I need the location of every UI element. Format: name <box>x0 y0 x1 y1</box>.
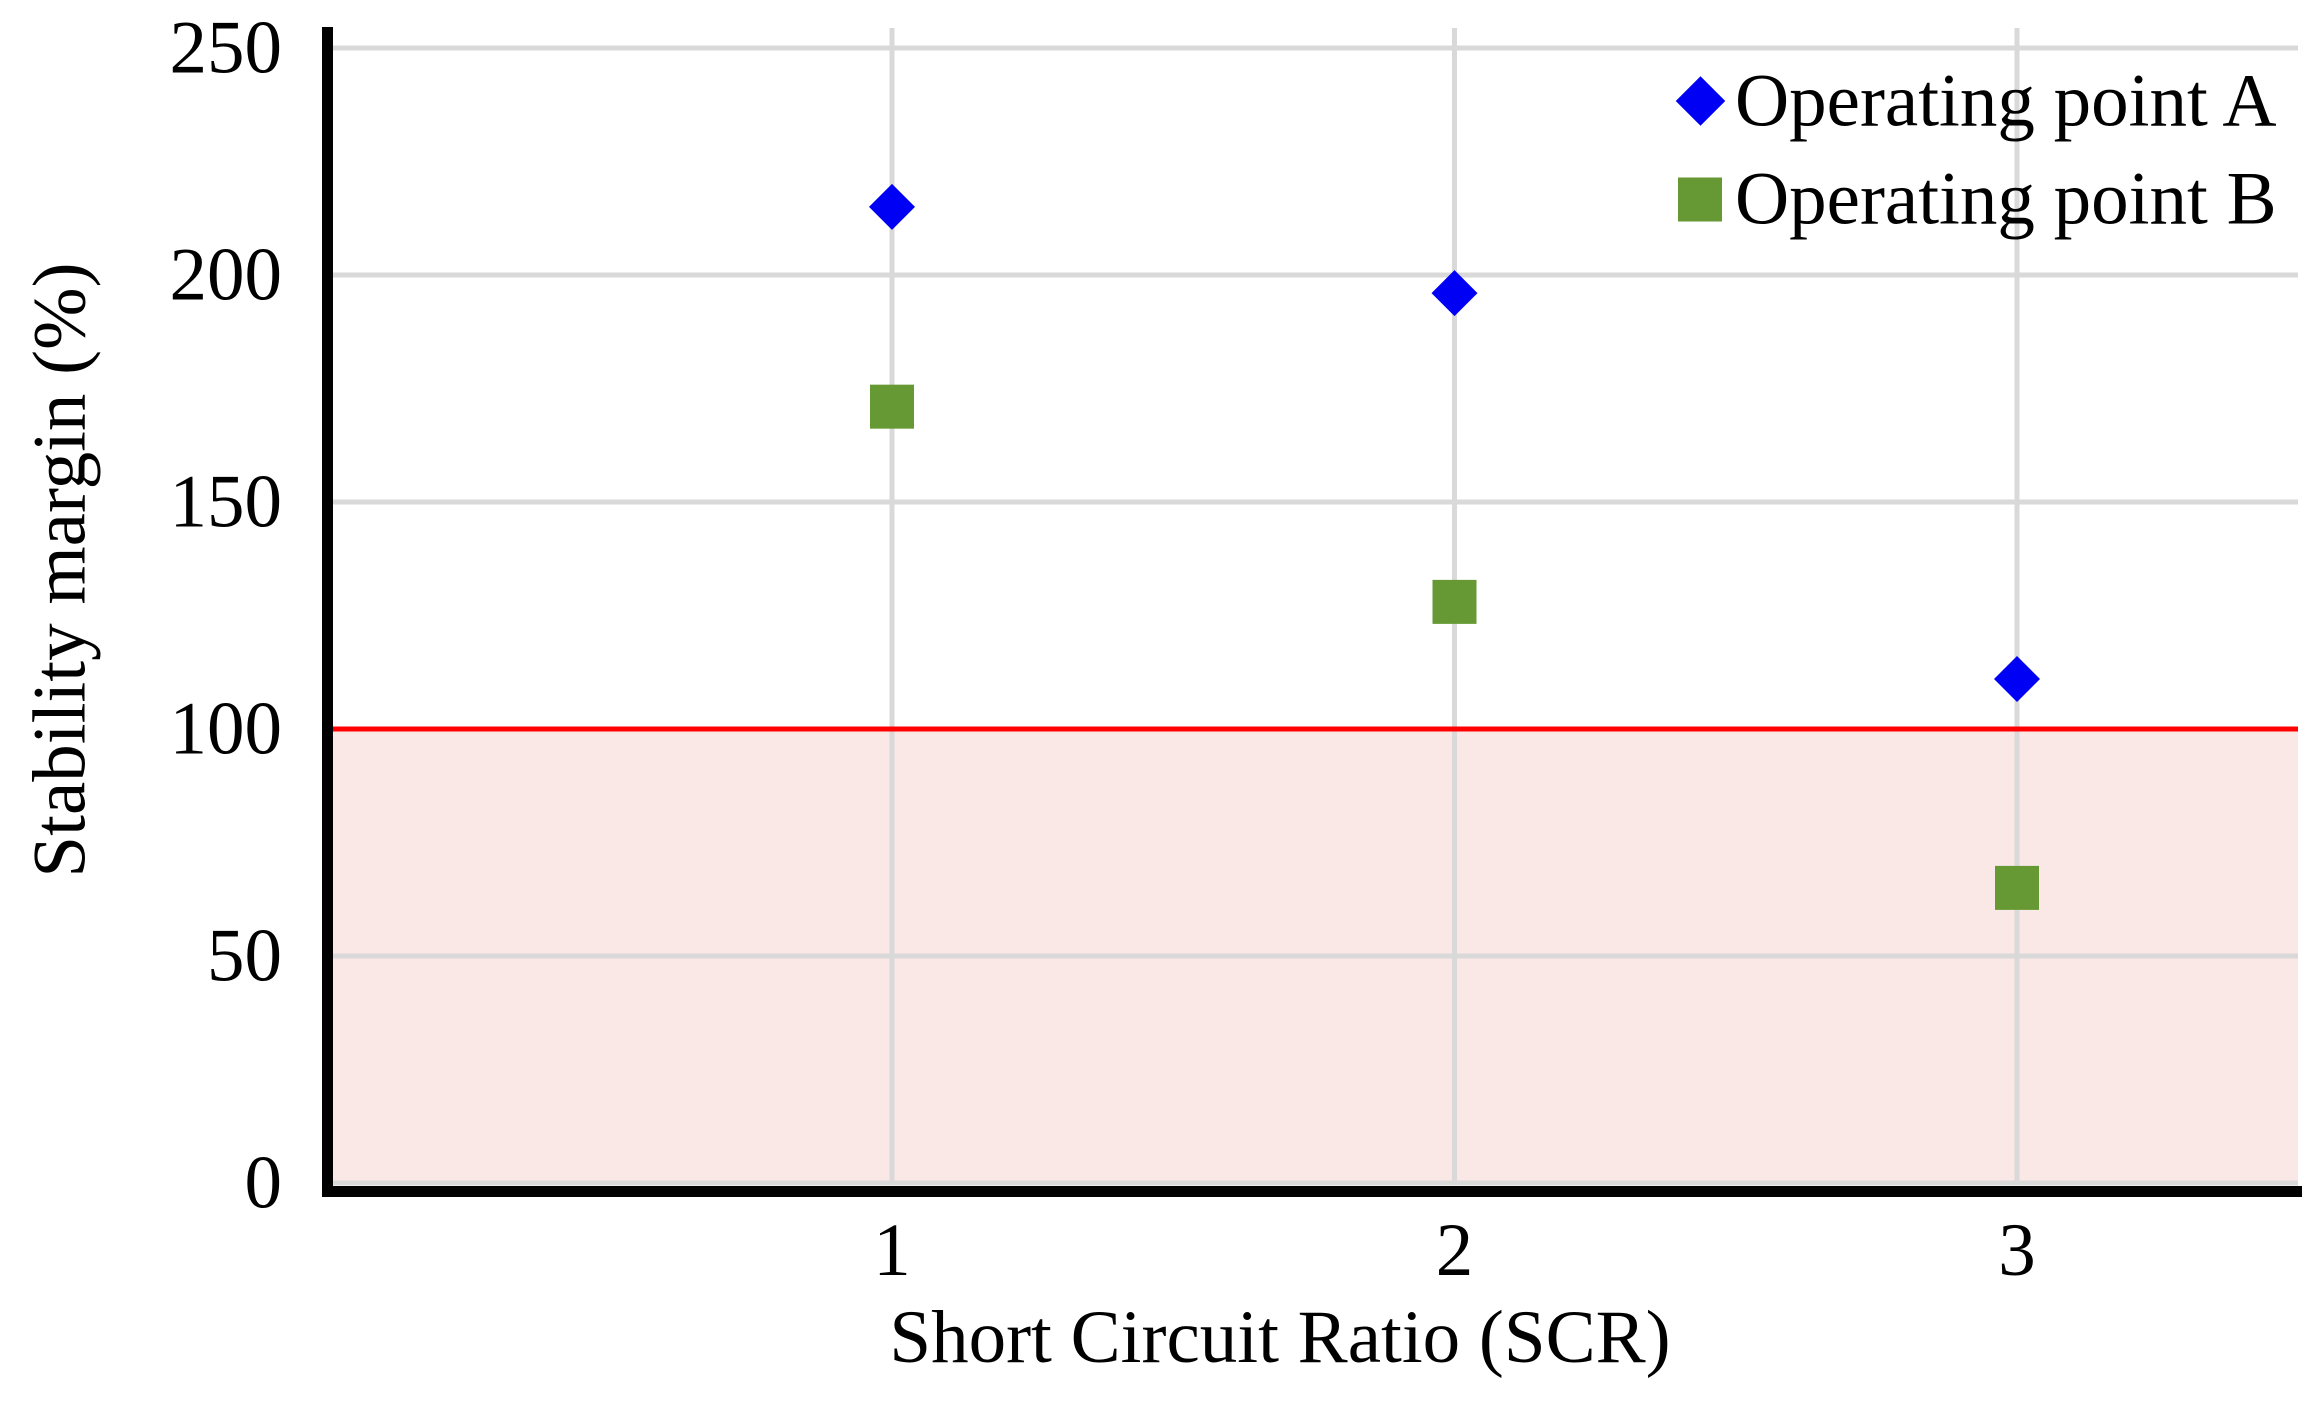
legend-label: Operating point B <box>1735 157 2277 241</box>
data-point-series-b <box>1432 579 1477 624</box>
y-axis-spine <box>322 27 333 1197</box>
data-point-series-a <box>869 183 915 230</box>
legend-item-operating-point-a: Operating point A <box>1674 64 2277 139</box>
diamond-marker-icon <box>1675 76 1725 126</box>
x-tick-label: 1 <box>873 1209 911 1292</box>
x-axis-label: Short Circuit Ratio (SCR) <box>889 1296 1671 1379</box>
y-tick-label: 50 <box>207 914 282 998</box>
y-tick-label: 100 <box>169 687 283 771</box>
data-point-series-b <box>1995 865 2039 910</box>
legend-marker-box <box>1674 75 1726 127</box>
data-point-series-a <box>1431 270 1478 317</box>
y-axis-label: Stability margin (%) <box>18 262 102 878</box>
x-axis-spine <box>322 1186 2302 1197</box>
legend-item-operating-point-b: Operating point B <box>1674 162 2277 237</box>
data-point-series-b <box>870 384 914 429</box>
x-tick-label: 2 <box>1435 1209 1474 1292</box>
y-tick-label: 250 <box>169 6 283 90</box>
y-tick-label: 150 <box>169 460 283 544</box>
legend-label: Operating point A <box>1735 59 2277 143</box>
x-tick-label: 3 <box>1998 1209 2036 1292</box>
data-point-series-a <box>1994 656 2040 703</box>
legend-marker-box <box>1674 173 1726 225</box>
square-marker-icon <box>1678 177 1722 221</box>
y-tick-label: 200 <box>169 233 283 317</box>
y-tick-label: 0 <box>244 1141 283 1225</box>
